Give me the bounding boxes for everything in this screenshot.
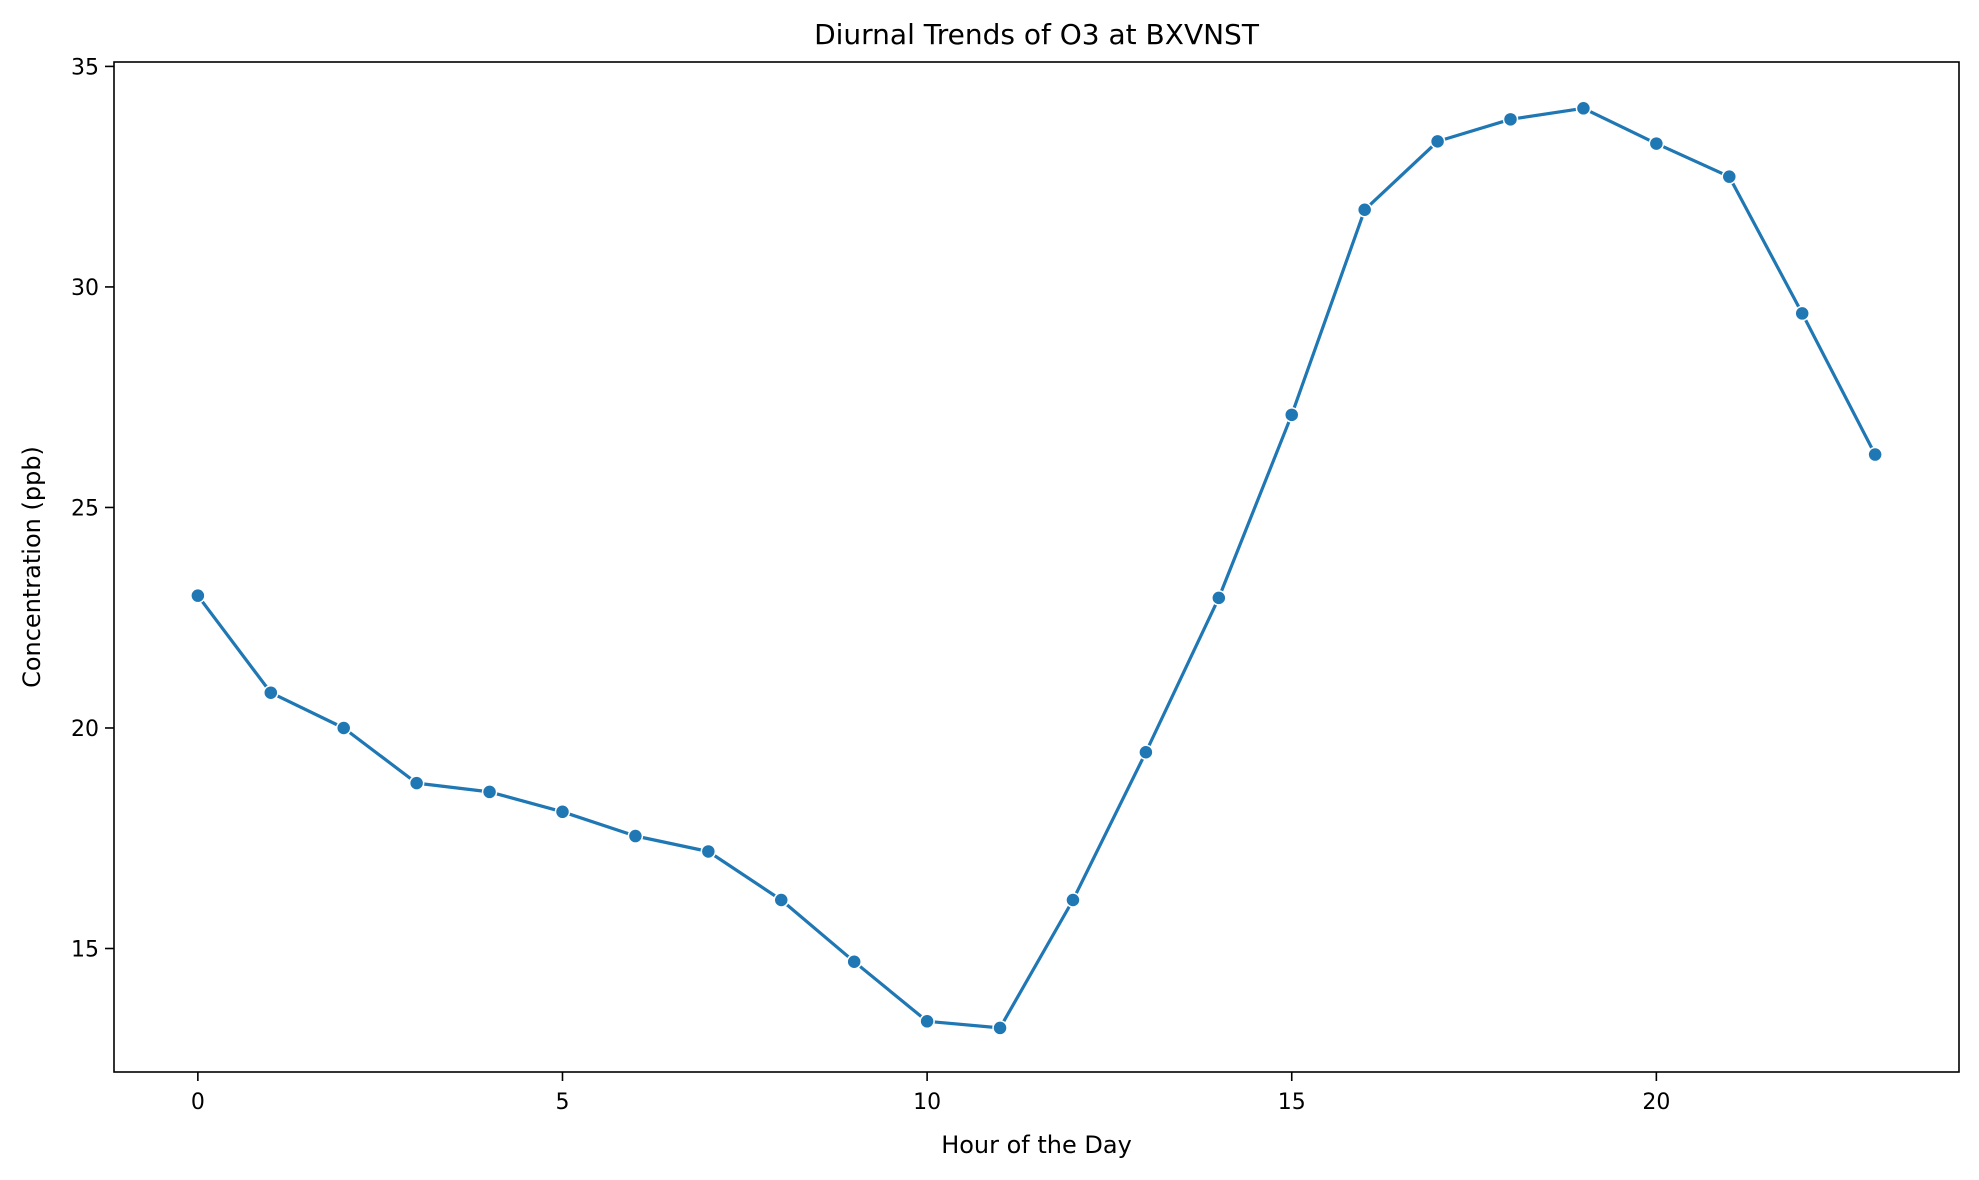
y-tick-label: 30 [71,276,99,301]
series-layer [190,100,1883,1036]
data-point [335,720,352,736]
data-point [190,587,206,604]
x-axis: 0 5 10 15 20 [191,1072,1670,1115]
series-line [196,106,1877,1030]
data-point [1211,590,1227,606]
data-point [846,953,862,970]
data-point [1356,202,1373,218]
x-tick-label: 15 [1278,1090,1306,1115]
y-tick-label: 20 [71,717,99,742]
data-point [1502,111,1519,128]
data-point [1794,305,1810,322]
y-axis: 15 20 25 30 35 [71,55,114,963]
data-point [1065,892,1081,908]
y-tick-label: 35 [71,55,99,80]
data-point [481,784,498,800]
data-point [627,828,644,844]
data-point [1867,446,1883,463]
x-tick-label: 5 [555,1090,569,1115]
data-point [919,1013,935,1030]
data-point [263,684,279,701]
x-axis-label: Hour of the Day [941,1131,1132,1159]
y-axis-label: Concentration (ppb) [18,446,46,688]
x-tick-label: 0 [191,1090,205,1115]
chart-title: Diurnal Trends of O3 at BXVNST [814,18,1260,51]
data-point [700,843,717,860]
data-point [773,892,790,908]
y-tick-label: 25 [71,496,99,521]
data-point [992,1020,1008,1036]
data-point [1648,135,1665,152]
x-tick-label: 20 [1642,1090,1670,1115]
data-point [1575,100,1592,117]
x-tick-label: 10 [913,1090,941,1115]
data-point [408,775,425,791]
data-point [1721,168,1738,185]
y-tick-label: 15 [71,938,99,963]
data-point [554,804,571,820]
data-point [1138,744,1154,760]
plot-frame [113,61,1960,1073]
data-point [1429,133,1446,150]
data-point [1283,407,1300,423]
